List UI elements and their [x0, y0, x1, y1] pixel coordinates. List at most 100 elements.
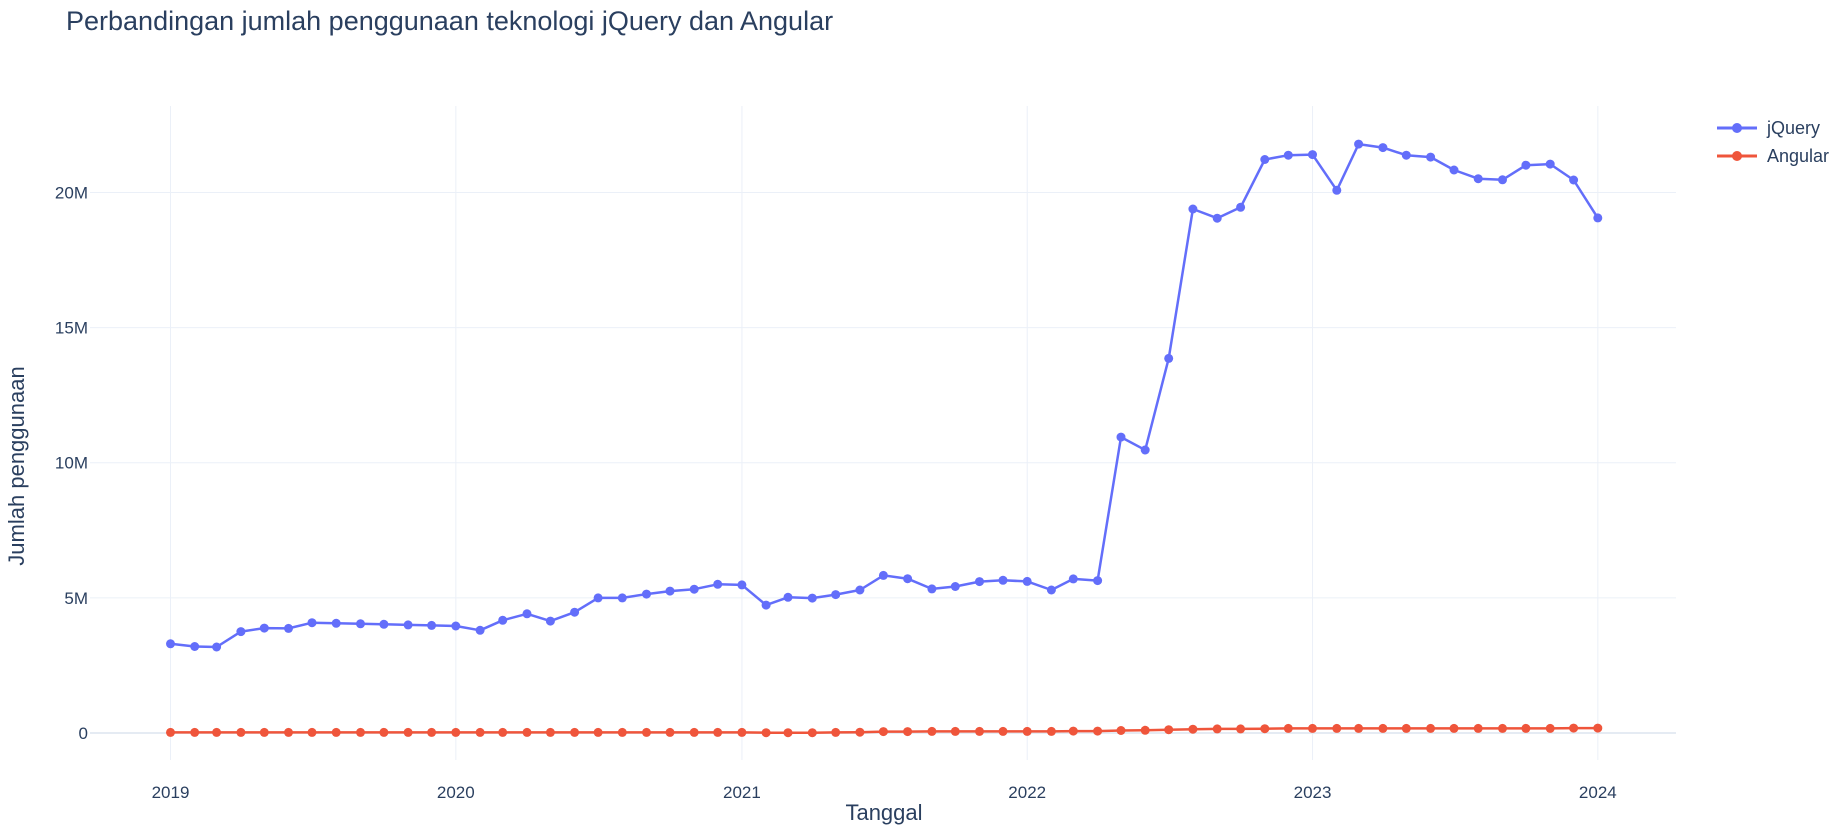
data-point-angular[interactable]: [331, 727, 341, 737]
data-point-angular[interactable]: [1308, 723, 1317, 733]
data-point-jquery[interactable]: [1068, 574, 1078, 584]
data-point-angular[interactable]: [190, 727, 200, 737]
data-point-jquery[interactable]: [878, 570, 888, 580]
data-point-jquery[interactable]: [1449, 165, 1459, 175]
data-point-jquery[interactable]: [1521, 160, 1531, 170]
data-point-angular[interactable]: [1068, 726, 1078, 736]
data-point-jquery[interactable]: [617, 593, 627, 603]
data-point-jquery[interactable]: [1569, 175, 1579, 185]
data-point-angular[interactable]: [761, 728, 771, 738]
data-point-angular[interactable]: [1022, 726, 1032, 736]
data-point-jquery[interactable]: [998, 575, 1008, 585]
data-point-angular[interactable]: [903, 727, 913, 737]
data-point-jquery[interactable]: [927, 584, 937, 594]
data-point-jquery[interactable]: [236, 627, 246, 637]
data-point-angular[interactable]: [878, 727, 888, 737]
data-point-jquery[interactable]: [1354, 139, 1364, 149]
data-point-jquery[interactable]: [498, 615, 508, 625]
data-point-jquery[interactable]: [379, 619, 389, 629]
data-point-jquery[interactable]: [1283, 150, 1293, 160]
data-point-angular[interactable]: [379, 727, 389, 737]
data-point-jquery[interactable]: [212, 642, 222, 652]
data-point-angular[interactable]: [284, 727, 293, 737]
data-point-angular[interactable]: [1498, 723, 1507, 733]
data-point-angular[interactable]: [927, 726, 937, 736]
data-point-jquery[interactable]: [331, 618, 341, 628]
data-point-angular[interactable]: [1521, 723, 1531, 733]
data-point-angular[interactable]: [212, 727, 222, 737]
data-point-jquery[interactable]: [1188, 204, 1198, 214]
data-point-angular[interactable]: [1593, 723, 1603, 733]
legend-item-angular[interactable]: Angular: [1717, 146, 1829, 166]
data-point-jquery[interactable]: [1332, 185, 1342, 195]
data-point-angular[interactable]: [1188, 724, 1198, 734]
data-point-angular[interactable]: [1354, 723, 1364, 733]
data-point-jquery[interactable]: [1093, 576, 1103, 586]
data-point-angular[interactable]: [1283, 723, 1293, 733]
data-point-angular[interactable]: [1545, 723, 1555, 733]
data-point-angular[interactable]: [998, 726, 1008, 736]
data-point-jquery[interactable]: [593, 593, 603, 603]
data-point-angular[interactable]: [642, 727, 651, 737]
data-point-jquery[interactable]: [1545, 159, 1555, 169]
data-point-jquery[interactable]: [1308, 150, 1317, 160]
data-point-jquery[interactable]: [975, 577, 984, 587]
data-point-angular[interactable]: [1426, 723, 1436, 733]
data-point-angular[interactable]: [522, 727, 532, 737]
data-point-jquery[interactable]: [307, 618, 317, 628]
data-point-jquery[interactable]: [1498, 175, 1507, 185]
data-point-jquery[interactable]: [737, 580, 747, 590]
data-point-jquery[interactable]: [356, 619, 365, 629]
data-point-angular[interactable]: [1260, 724, 1270, 734]
data-point-angular[interactable]: [1378, 723, 1388, 733]
data-point-angular[interactable]: [498, 727, 508, 737]
data-point-angular[interactable]: [236, 727, 246, 737]
data-point-angular[interactable]: [807, 728, 817, 738]
data-point-jquery[interactable]: [1378, 143, 1388, 153]
data-point-angular[interactable]: [1164, 725, 1174, 735]
data-point-jquery[interactable]: [403, 620, 413, 630]
data-point-angular[interactable]: [713, 727, 723, 737]
data-point-jquery[interactable]: [761, 600, 771, 610]
data-point-angular[interactable]: [855, 727, 865, 737]
data-point-angular[interactable]: [1140, 725, 1150, 735]
data-point-jquery[interactable]: [807, 593, 817, 603]
data-point-jquery[interactable]: [1426, 152, 1436, 162]
data-point-jquery[interactable]: [1260, 155, 1270, 164]
data-point-jquery[interactable]: [475, 625, 485, 635]
data-point-angular[interactable]: [1116, 726, 1126, 735]
data-point-jquery[interactable]: [642, 589, 651, 599]
data-point-jquery[interactable]: [522, 609, 532, 619]
data-point-angular[interactable]: [1449, 723, 1459, 733]
data-point-jquery[interactable]: [1401, 150, 1411, 160]
data-point-jquery[interactable]: [783, 592, 793, 602]
data-point-jquery[interactable]: [1022, 576, 1032, 586]
data-point-angular[interactable]: [665, 727, 675, 737]
data-point-angular[interactable]: [831, 727, 841, 737]
data-point-jquery[interactable]: [665, 586, 675, 596]
data-point-angular[interactable]: [1046, 726, 1056, 736]
data-point-jquery[interactable]: [427, 620, 437, 630]
data-point-jquery[interactable]: [1116, 432, 1126, 442]
data-point-angular[interactable]: [593, 727, 603, 737]
data-point-jquery[interactable]: [1212, 213, 1222, 223]
data-point-jquery[interactable]: [713, 579, 723, 589]
data-point-angular[interactable]: [783, 728, 793, 738]
data-point-angular[interactable]: [451, 727, 461, 737]
data-point-angular[interactable]: [1401, 723, 1411, 733]
data-point-angular[interactable]: [1332, 723, 1342, 733]
data-point-angular[interactable]: [356, 727, 365, 737]
data-point-angular[interactable]: [617, 727, 627, 737]
data-point-jquery[interactable]: [831, 590, 841, 600]
data-point-jquery[interactable]: [570, 607, 580, 617]
data-point-jquery[interactable]: [284, 623, 293, 633]
data-point-angular[interactable]: [259, 727, 269, 737]
data-point-jquery[interactable]: [1236, 202, 1246, 212]
legend-item-jquery[interactable]: jQuery: [1717, 118, 1820, 138]
data-point-angular[interactable]: [1236, 724, 1246, 734]
data-point-jquery[interactable]: [451, 621, 461, 631]
data-point-angular[interactable]: [307, 727, 317, 737]
data-point-angular[interactable]: [1569, 723, 1579, 733]
data-point-angular[interactable]: [737, 727, 747, 737]
data-point-angular[interactable]: [475, 727, 485, 737]
